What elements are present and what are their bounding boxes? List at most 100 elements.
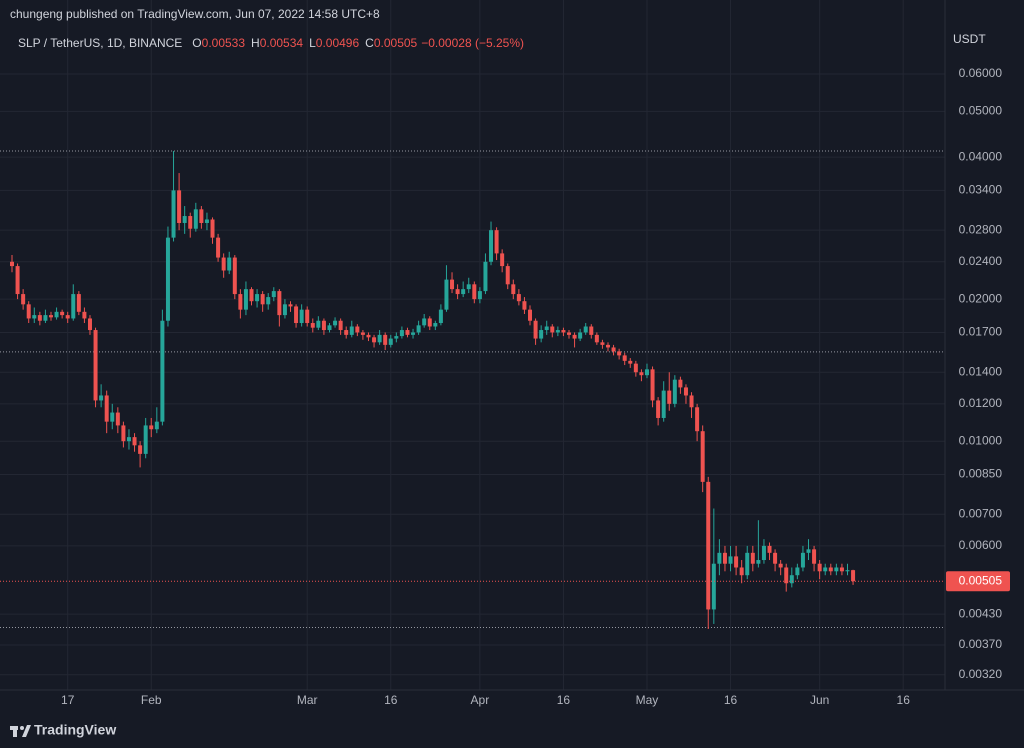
candle-body xyxy=(617,351,622,356)
y-tick-label: 0.00850 xyxy=(959,467,1003,481)
candle-body xyxy=(750,552,755,564)
y-tick-label: 0.00700 xyxy=(959,506,1003,520)
candle-body xyxy=(216,237,221,258)
candle-body xyxy=(110,412,115,422)
candle-body xyxy=(355,326,360,333)
x-tick-label: 16 xyxy=(557,693,571,707)
candle-body xyxy=(511,284,516,295)
candle-body xyxy=(667,390,672,404)
candle-body xyxy=(60,311,65,316)
candle-body xyxy=(171,190,176,238)
ohlc-value: 0.00533 xyxy=(202,36,246,50)
candle-body xyxy=(539,330,544,339)
candle-body xyxy=(450,279,455,290)
y-tick-label: 0.02400 xyxy=(959,254,1003,268)
candle-body xyxy=(93,330,98,401)
ohlc-label: O xyxy=(192,36,201,50)
candle-body xyxy=(321,320,326,331)
candle-body xyxy=(734,556,739,568)
candle-body xyxy=(383,334,388,345)
axes: 0.06000 0.05000 0.04000 0.03400 0.02800 0.024… xyxy=(61,66,1010,707)
last-price-label: 0.00505 xyxy=(959,573,1003,587)
candle-body xyxy=(444,279,449,310)
candle-body xyxy=(455,289,460,295)
candle-body xyxy=(795,567,800,576)
candle-body xyxy=(154,421,159,430)
candle-body xyxy=(789,575,794,584)
candle-body xyxy=(761,545,766,561)
candle-body xyxy=(739,567,744,576)
candle-body xyxy=(823,567,828,572)
x-tick-label: Mar xyxy=(297,693,318,707)
candle-body xyxy=(700,431,705,482)
candle-body xyxy=(516,294,521,302)
candle-body xyxy=(15,266,20,295)
candle-body xyxy=(683,387,688,396)
candle-body xyxy=(550,326,555,333)
logo-shape xyxy=(20,726,24,730)
candle-body xyxy=(633,363,638,373)
candle-body xyxy=(466,284,471,290)
candle-body xyxy=(394,336,399,339)
ohlc-label: C xyxy=(365,36,374,50)
candle-body xyxy=(711,563,716,610)
candle-body xyxy=(21,294,26,305)
candle-body xyxy=(583,326,588,333)
ohlc-value: 0.00505 xyxy=(374,36,418,50)
symbol-header: SLP / TetherUS, 1D, BINANCE O0.00533 H0.00… xyxy=(18,36,524,50)
watermark: TradingView xyxy=(34,722,116,738)
x-tick-label: Feb xyxy=(141,693,162,707)
candle-body xyxy=(71,294,76,319)
y-tick-label: 0.00430 xyxy=(959,606,1003,620)
candle-body xyxy=(210,219,215,238)
logo: TradingView xyxy=(10,722,116,738)
ohlc-value: 0.00534 xyxy=(260,36,304,50)
x-tick-label: 17 xyxy=(61,693,75,707)
candle-body xyxy=(221,257,226,271)
candle-body xyxy=(99,395,104,401)
candle-body xyxy=(505,266,510,285)
candle-body xyxy=(500,253,505,267)
last-price-box xyxy=(946,571,1010,592)
y-tick-label: 0.00600 xyxy=(959,538,1003,552)
candle-body xyxy=(600,342,605,345)
candle-body xyxy=(728,556,733,564)
candle-body xyxy=(366,334,371,338)
candle-body xyxy=(650,369,655,401)
x-tick-label: 16 xyxy=(897,693,911,707)
y-axis-label: USDT xyxy=(953,32,986,46)
candle-body xyxy=(834,567,839,572)
ohlc-label: L xyxy=(309,36,316,50)
candle-body xyxy=(43,315,48,321)
candle-body xyxy=(294,306,299,324)
logo-shape xyxy=(13,726,17,737)
candle-body xyxy=(611,347,616,352)
candle-body xyxy=(132,437,137,446)
candle-body xyxy=(143,425,148,454)
candle-body xyxy=(555,330,560,333)
candle-body xyxy=(260,294,265,305)
candle-body xyxy=(745,552,750,576)
candle-body xyxy=(277,291,282,316)
candle-body xyxy=(310,323,315,328)
y-tick-label: 0.02000 xyxy=(959,291,1003,305)
x-tick-label: May xyxy=(636,693,659,707)
candle-body xyxy=(54,311,59,318)
candle-body xyxy=(572,334,577,339)
ohlc-value: 0.00496 xyxy=(316,36,360,50)
y-tick-label: 0.03400 xyxy=(959,183,1003,197)
y-tick-label: 0.00320 xyxy=(959,667,1003,681)
candle-body xyxy=(305,309,310,324)
y-tick-label: 0.02800 xyxy=(959,222,1003,236)
candle-body xyxy=(706,481,711,610)
candle-body xyxy=(438,309,443,324)
candle-body xyxy=(778,563,783,568)
change-value: −0.00028 (−5.25%) xyxy=(421,36,524,50)
candle-body xyxy=(182,216,187,223)
candle-body xyxy=(115,412,120,426)
published-note: chungeng published on TradingView.com, J… xyxy=(10,7,380,21)
candle-body xyxy=(494,230,499,254)
candle-body xyxy=(639,372,644,376)
